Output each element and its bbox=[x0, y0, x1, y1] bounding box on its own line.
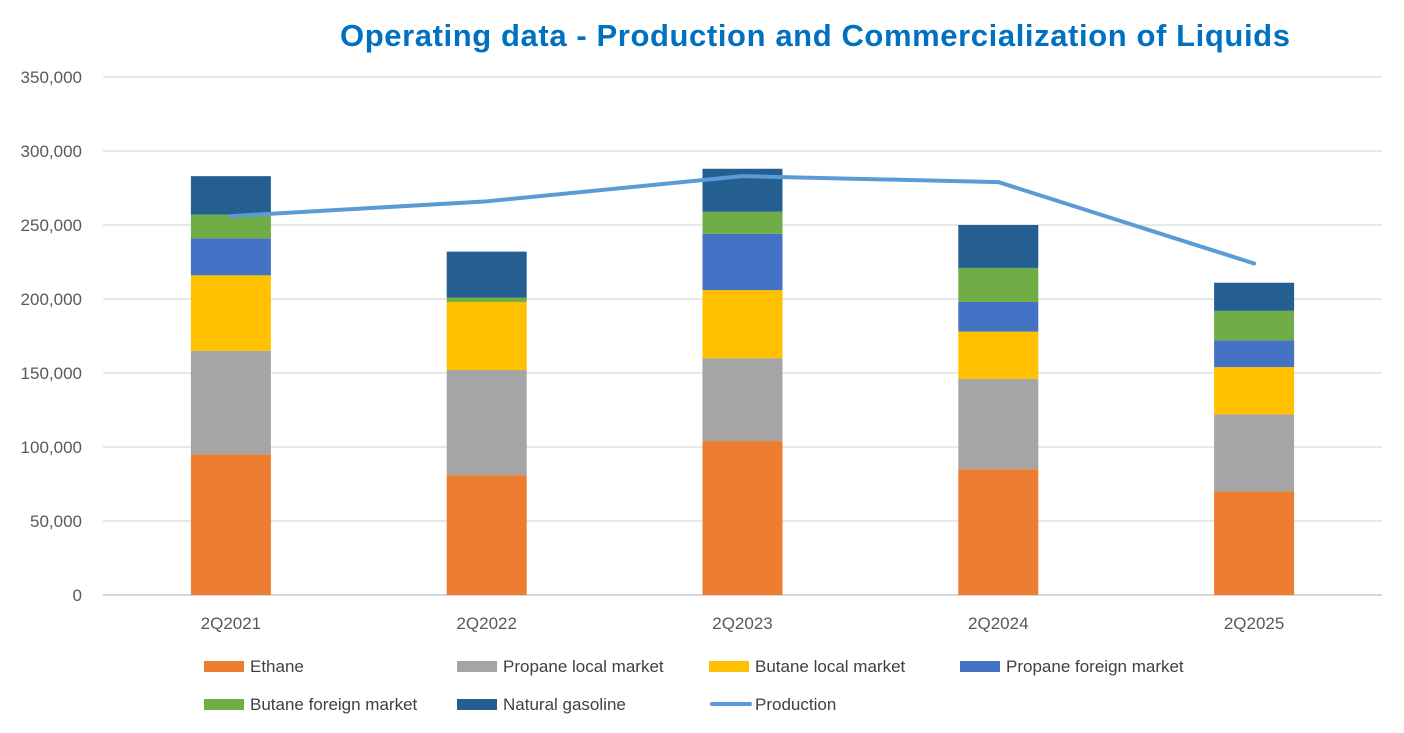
x-tick-label: 2Q2025 bbox=[1224, 614, 1285, 633]
legend-item-ethane: Ethane bbox=[204, 657, 304, 676]
legend-swatch bbox=[457, 661, 497, 672]
bar-ethane bbox=[958, 469, 1039, 595]
y-tick-label: 250,000 bbox=[21, 216, 82, 235]
bar-butane-local-market bbox=[1214, 367, 1295, 415]
bar-butane-foreign-market bbox=[958, 267, 1039, 302]
x-axis-ticks: 2Q2021 2Q2022 2Q2023 2Q2024 2Q2025 bbox=[201, 614, 1285, 633]
bar-natural-gasoline bbox=[1214, 282, 1295, 311]
production-line bbox=[228, 174, 1257, 266]
legend-item-propane-foreign-market: Propane foreign market bbox=[960, 657, 1184, 676]
bar-propane-foreign-market bbox=[958, 301, 1039, 332]
legend-swatch bbox=[204, 699, 244, 710]
bar-propane-foreign-market bbox=[702, 233, 783, 291]
y-tick-label: 100,000 bbox=[21, 438, 82, 457]
line-production bbox=[228, 174, 1257, 266]
x-tick-label: 2Q2024 bbox=[968, 614, 1029, 633]
y-tick-label: 0 bbox=[73, 586, 82, 605]
legend-item-natural-gasoline: Natural gasoline bbox=[457, 695, 626, 714]
y-tick-label: 50,000 bbox=[30, 512, 82, 531]
bar-ethane bbox=[190, 454, 271, 595]
legend-swatch bbox=[709, 661, 749, 672]
bar-propane-foreign-market bbox=[190, 238, 271, 276]
bar-propane-local-market bbox=[958, 378, 1039, 470]
legend-label: Butane foreign market bbox=[250, 695, 418, 714]
y-tick-label: 300,000 bbox=[21, 142, 82, 161]
legend-label: Butane local market bbox=[755, 657, 906, 676]
bars bbox=[190, 168, 1295, 595]
bar-propane-local-market bbox=[446, 370, 527, 476]
bar-propane-local-market bbox=[702, 358, 783, 442]
x-tick-label: 2Q2023 bbox=[712, 614, 773, 633]
legend-item-propane-local-market: Propane local market bbox=[457, 657, 664, 676]
bar-natural-gasoline bbox=[190, 176, 271, 215]
bar-butane-local-market bbox=[190, 275, 271, 351]
legend-swatch bbox=[960, 661, 1000, 672]
legend-item-butane-foreign-market: Butane foreign market bbox=[204, 695, 418, 714]
y-tick-label: 150,000 bbox=[21, 364, 82, 383]
bar-butane-local-market bbox=[702, 290, 783, 359]
bar-butane-foreign-market bbox=[1214, 310, 1295, 341]
legend-label: Production bbox=[755, 695, 836, 714]
bar-propane-local-market bbox=[190, 350, 271, 455]
bar-ethane bbox=[702, 441, 783, 595]
y-tick-label: 350,000 bbox=[21, 68, 82, 87]
y-axis-ticks: 0 50,000 100,000 150,000 200,000 250,000 300,0… bbox=[21, 68, 82, 605]
bar-natural-gasoline bbox=[958, 225, 1039, 268]
bar-butane-local-market bbox=[958, 331, 1039, 379]
legend-label: Propane local market bbox=[503, 657, 664, 676]
bar-propane-foreign-market bbox=[1214, 340, 1295, 368]
legend-item-production: Production bbox=[710, 695, 836, 714]
chart-title: Operating data - Production and Commerci… bbox=[340, 18, 1291, 53]
bar-natural-gasoline bbox=[446, 251, 527, 298]
x-tick-label: 2Q2022 bbox=[456, 614, 517, 633]
bar-ethane bbox=[446, 475, 527, 595]
legend-label: Ethane bbox=[250, 657, 304, 676]
bar-butane-foreign-market bbox=[702, 211, 783, 234]
x-tick-label: 2Q2021 bbox=[201, 614, 262, 633]
bar-ethane bbox=[1214, 491, 1295, 595]
legend-item-butane-local-market: Butane local market bbox=[709, 657, 906, 676]
bar-butane-local-market bbox=[446, 301, 527, 371]
legend-label: Propane foreign market bbox=[1006, 657, 1184, 676]
legend-swatch bbox=[457, 699, 497, 710]
legend-swatch bbox=[204, 661, 244, 672]
bar-butane-foreign-market bbox=[446, 297, 527, 302]
y-tick-label: 200,000 bbox=[21, 290, 82, 309]
bar-butane-foreign-market bbox=[190, 214, 271, 239]
legend-label: Natural gasoline bbox=[503, 695, 626, 714]
legend: Ethane Propane local market Butane local m… bbox=[204, 657, 1184, 714]
bar-propane-local-market bbox=[1214, 414, 1295, 492]
